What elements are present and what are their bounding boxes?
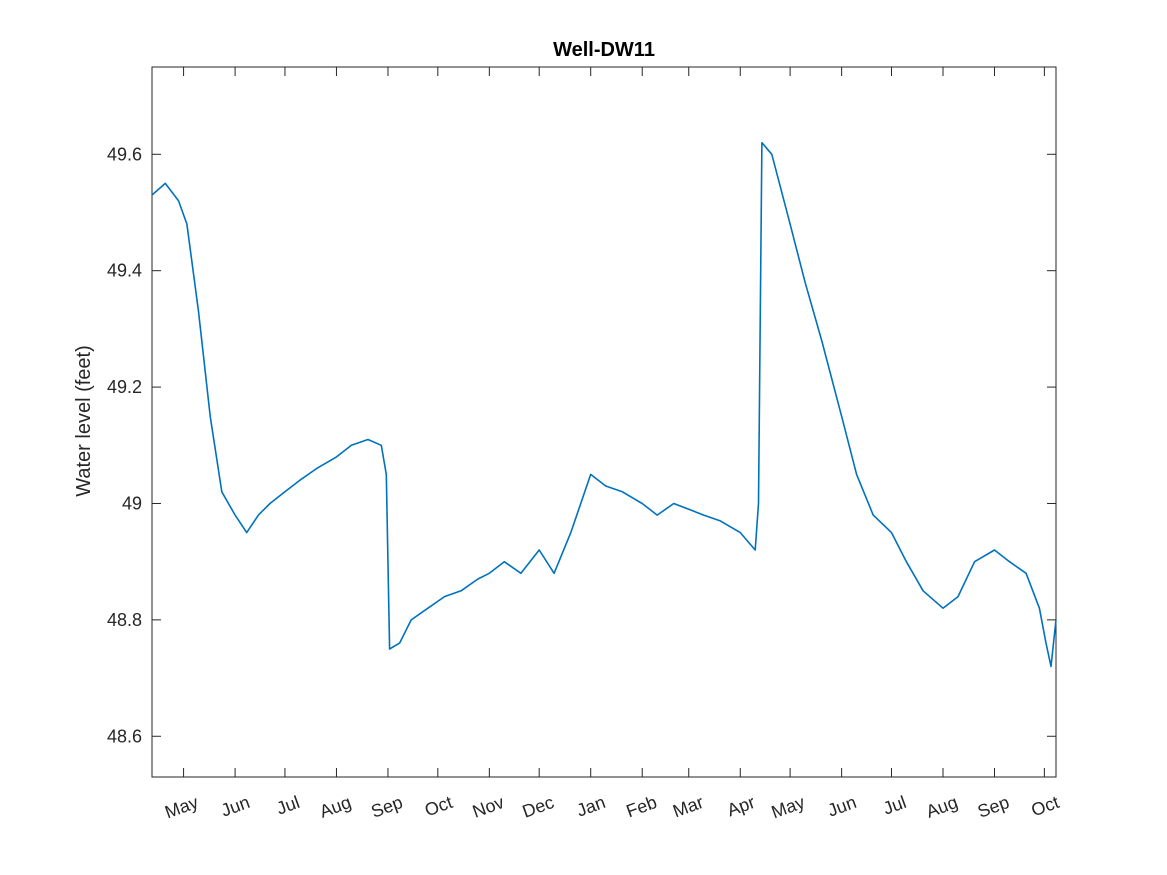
y-axis-label: Water level (feet) [73,345,95,497]
x-tick-label: Nov [470,792,507,822]
chart-title: Well-DW11 [553,39,655,61]
x-tick-label: Aug [923,792,960,822]
x-tick-label: Aug [317,792,354,822]
y-tick-label: 49 [122,493,142,513]
series-line-0 [151,141,1057,668]
x-tick-label: Jun [218,792,252,821]
axes-box [151,66,1057,778]
y-tick-label: 49.6 [107,144,142,164]
x-tick-label: Jun [825,792,859,821]
x-tick-label: May [162,792,201,822]
y-tick-label: 49.4 [107,261,142,281]
data-layer [151,141,1057,668]
y-tick-label: 49.2 [107,377,142,397]
x-tick-label: Jul [880,792,908,819]
x-tick-label: Sep [368,792,405,822]
y-tick-label: 48.8 [107,610,142,630]
x-tick-label: May [769,792,808,822]
x-tick-label: Feb [624,792,660,821]
x-tick-label: Oct [422,792,455,820]
x-tick-label: Dec [520,792,557,822]
plot-area: 48.6 48.8 49 49.2 49.4 49.6 May Jun Jul Aug Sep Oct… [107,66,1062,822]
y-tick-label: 48.6 [107,726,142,746]
x-tick-label: Oct [1029,792,1062,820]
x-tick-label: Mar [670,792,706,821]
x-tick-label: Sep [975,792,1012,822]
x-tick-label: Apr [724,792,757,820]
x-tick-label: Jul [274,792,302,819]
x-tick-label: Jan [574,792,608,821]
